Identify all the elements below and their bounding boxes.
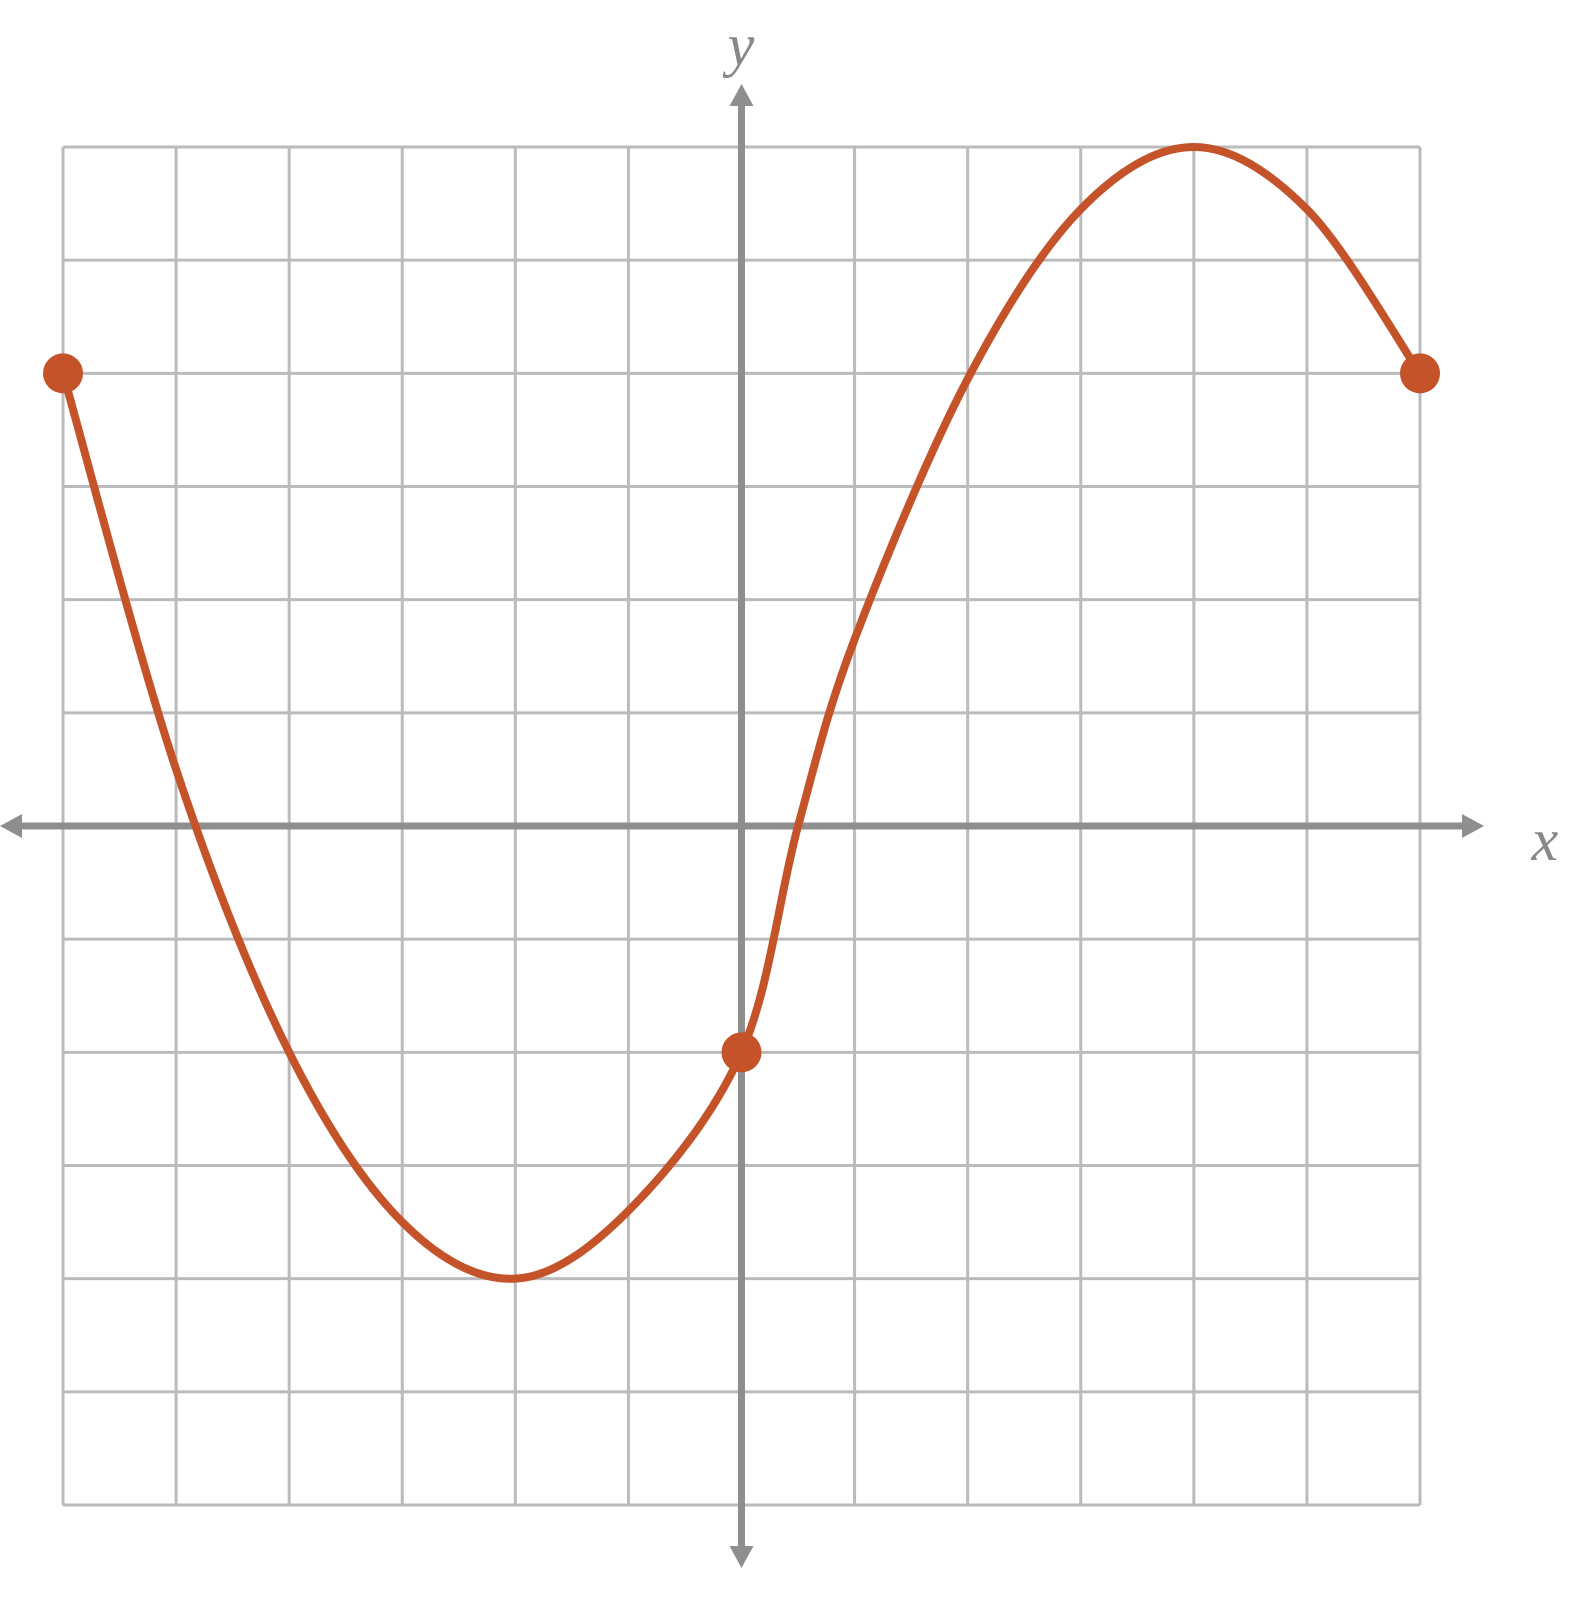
x-axis-arrow — [1462, 814, 1484, 838]
curve — [59, 142, 1424, 1283]
y-axis-arrow — [729, 84, 754, 106]
point — [43, 353, 83, 394]
point — [721, 1032, 762, 1073]
y-axis-label: y — [722, 12, 755, 78]
point — [1400, 353, 1440, 394]
x-axis-label: x — [1531, 807, 1559, 873]
x-axis-arrow — [0, 814, 22, 838]
y-axis-arrow — [729, 1546, 754, 1568]
